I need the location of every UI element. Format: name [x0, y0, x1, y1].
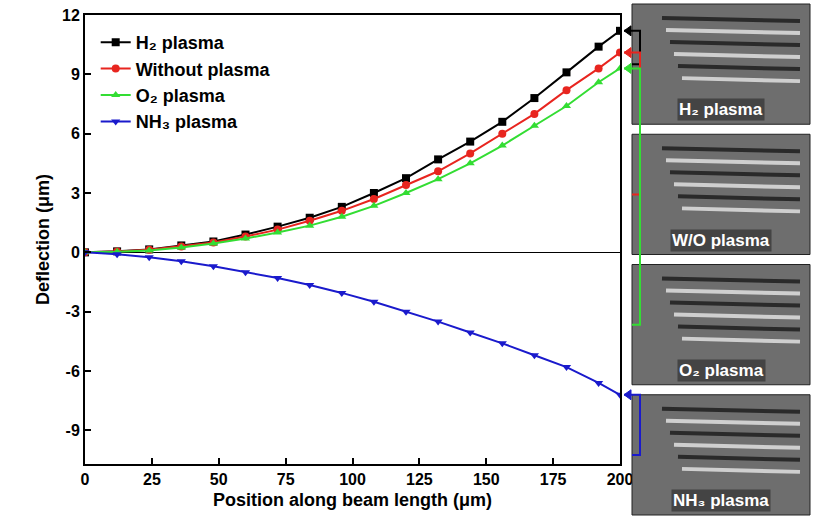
svg-text:150: 150 — [473, 471, 500, 488]
svg-text:125: 125 — [406, 471, 433, 488]
svg-text:Position along beam length (μm: Position along beam length (μm) — [213, 490, 492, 510]
svg-text:O₂ plasma: O₂ plasma — [679, 361, 764, 380]
svg-text:NH₃ plasma: NH₃ plasma — [136, 112, 238, 132]
svg-text:50: 50 — [210, 471, 228, 488]
svg-text:-9: -9 — [66, 422, 80, 439]
svg-text:Deflection (μm): Deflection (μm) — [33, 174, 53, 305]
svg-text:12: 12 — [62, 7, 80, 24]
svg-text:25: 25 — [143, 471, 161, 488]
svg-text:3: 3 — [71, 185, 80, 202]
svg-text:NH₃ plasma: NH₃ plasma — [673, 491, 769, 510]
svg-text:H₂ plasma: H₂ plasma — [136, 33, 225, 53]
svg-text:-3: -3 — [66, 303, 80, 320]
svg-text:H₂ plasma: H₂ plasma — [679, 100, 763, 119]
svg-text:6: 6 — [71, 125, 80, 142]
svg-text:Without plasma: Without plasma — [136, 60, 271, 80]
svg-text:0: 0 — [81, 471, 90, 488]
svg-text:O₂ plasma: O₂ plasma — [136, 86, 226, 106]
svg-text:100: 100 — [339, 471, 366, 488]
svg-text:W/O plasma: W/O plasma — [672, 231, 770, 250]
svg-text:75: 75 — [277, 471, 295, 488]
svg-text:175: 175 — [540, 471, 567, 488]
svg-text:0: 0 — [71, 244, 80, 261]
svg-text:9: 9 — [71, 66, 80, 83]
svg-text:-6: -6 — [66, 363, 80, 380]
svg-text:200: 200 — [607, 471, 634, 488]
